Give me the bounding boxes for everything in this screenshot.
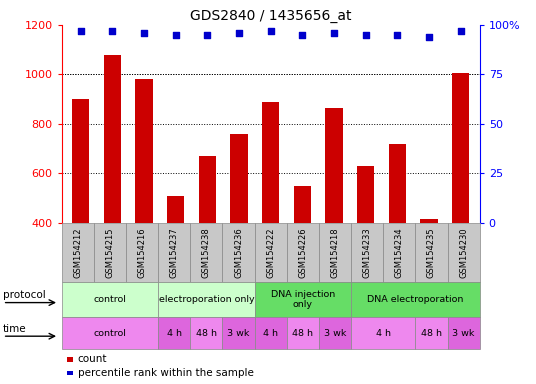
- Bar: [452, 73, 470, 223]
- Point: [76, 28, 85, 34]
- Point: [266, 28, 275, 34]
- Text: GSM154235: GSM154235: [427, 227, 436, 278]
- Bar: [255, 223, 287, 282]
- Point: [425, 34, 433, 40]
- Bar: [158, 282, 255, 317]
- Bar: [230, 134, 248, 223]
- Bar: [448, 223, 480, 282]
- Text: GSM154236: GSM154236: [234, 227, 243, 278]
- Bar: [167, 195, 184, 223]
- Text: 4 h: 4 h: [263, 329, 278, 338]
- Text: GSM154222: GSM154222: [266, 227, 275, 278]
- Bar: [389, 144, 406, 223]
- Bar: [255, 317, 287, 349]
- Point: [235, 30, 243, 36]
- Text: 4 h: 4 h: [167, 329, 182, 338]
- Bar: [158, 223, 190, 282]
- Text: 48 h: 48 h: [421, 329, 442, 338]
- Text: 48 h: 48 h: [292, 329, 314, 338]
- Text: 3 wk: 3 wk: [227, 329, 250, 338]
- Bar: [415, 223, 448, 282]
- Bar: [126, 223, 158, 282]
- Text: protocol: protocol: [3, 290, 46, 300]
- Bar: [72, 99, 90, 223]
- Bar: [294, 185, 311, 223]
- Text: GSM154234: GSM154234: [395, 227, 404, 278]
- Text: GSM154226: GSM154226: [299, 227, 307, 278]
- Text: percentile rank within the sample: percentile rank within the sample: [78, 368, 254, 378]
- Bar: [62, 223, 94, 282]
- Bar: [287, 317, 319, 349]
- Text: GSM154218: GSM154218: [331, 227, 339, 278]
- Text: GSM154238: GSM154238: [202, 227, 211, 278]
- Bar: [357, 166, 375, 223]
- Bar: [62, 317, 158, 349]
- Bar: [158, 317, 190, 349]
- Bar: [94, 223, 126, 282]
- Text: control: control: [93, 295, 126, 304]
- Text: GSM154215: GSM154215: [106, 227, 114, 278]
- Bar: [287, 223, 319, 282]
- Text: GSM154216: GSM154216: [138, 227, 146, 278]
- Bar: [262, 102, 279, 223]
- Text: control: control: [93, 329, 126, 338]
- Point: [203, 32, 212, 38]
- Bar: [351, 282, 480, 317]
- Bar: [420, 219, 438, 223]
- Point: [393, 32, 401, 38]
- Bar: [351, 223, 383, 282]
- Text: GSM154237: GSM154237: [170, 227, 178, 278]
- Bar: [199, 156, 216, 223]
- Bar: [383, 223, 415, 282]
- Text: count: count: [78, 354, 107, 364]
- Bar: [255, 282, 351, 317]
- Text: time: time: [3, 323, 26, 334]
- Point: [140, 30, 148, 36]
- Text: GSM154233: GSM154233: [363, 227, 371, 278]
- Bar: [222, 317, 255, 349]
- Bar: [103, 55, 121, 223]
- Bar: [319, 317, 351, 349]
- Text: 3 wk: 3 wk: [324, 329, 346, 338]
- Point: [361, 32, 370, 38]
- Text: 48 h: 48 h: [196, 329, 217, 338]
- Point: [330, 30, 338, 36]
- Bar: [67, 371, 73, 375]
- Point: [298, 32, 307, 38]
- Bar: [415, 317, 448, 349]
- Bar: [319, 223, 351, 282]
- Text: 3 wk: 3 wk: [452, 329, 475, 338]
- Bar: [67, 357, 73, 362]
- Point: [172, 32, 180, 38]
- Bar: [190, 317, 222, 349]
- Bar: [222, 223, 255, 282]
- Text: GSM154230: GSM154230: [459, 227, 468, 278]
- Bar: [135, 79, 153, 223]
- Bar: [190, 223, 222, 282]
- Bar: [448, 317, 480, 349]
- Point: [457, 28, 465, 34]
- Text: DNA injection
only: DNA injection only: [271, 290, 335, 309]
- Text: electroporation only: electroporation only: [159, 295, 254, 304]
- Point: [108, 28, 117, 34]
- Text: 4 h: 4 h: [376, 329, 391, 338]
- Bar: [325, 108, 343, 223]
- Text: GSM154212: GSM154212: [73, 227, 82, 278]
- Title: GDS2840 / 1435656_at: GDS2840 / 1435656_at: [190, 8, 352, 23]
- Bar: [351, 317, 415, 349]
- Text: DNA electroporation: DNA electroporation: [367, 295, 464, 304]
- Bar: [62, 282, 158, 317]
